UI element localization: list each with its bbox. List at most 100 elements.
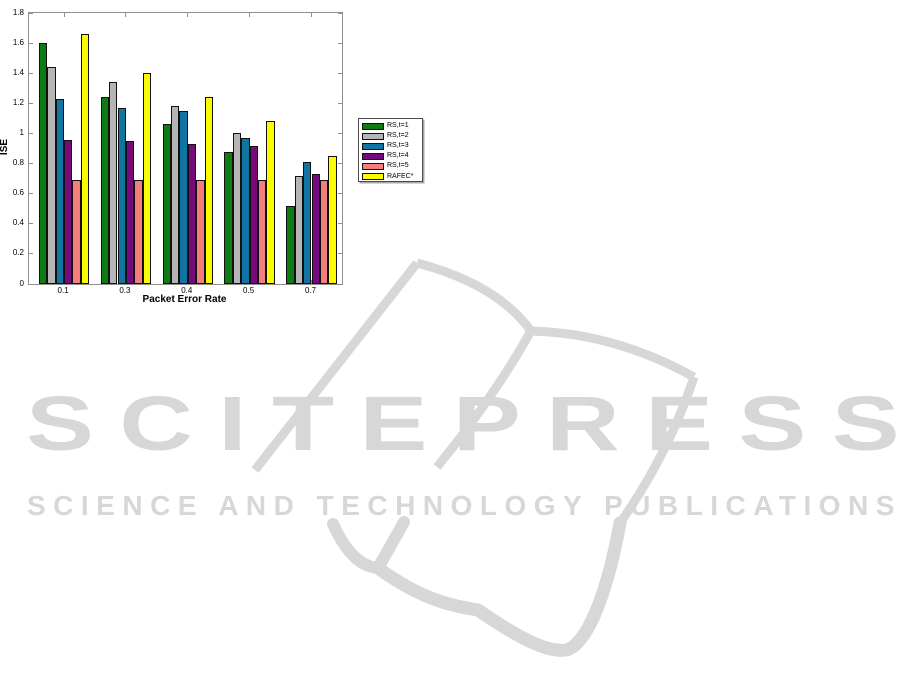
y-tick-mark <box>338 12 342 14</box>
legend-entry: RS,t=1 <box>362 121 422 131</box>
legend-entry: RS,t=3 <box>362 141 422 151</box>
bar <box>162 124 171 284</box>
legend: RS,t=1 RS,t=2 RS,t=3 RS,t=4 RS,t=5 RAFEC* <box>358 118 423 182</box>
bar <box>38 43 48 284</box>
bar <box>266 121 275 284</box>
bar <box>72 180 81 284</box>
x-tick-mark <box>311 13 312 17</box>
y-tick-mark <box>338 253 342 255</box>
x-tick-label: 0.7 <box>304 286 317 295</box>
y-tick-label: 1.8 <box>12 7 24 17</box>
bar <box>47 67 56 284</box>
bar <box>142 73 152 284</box>
y-tick-label: 1.2 <box>12 97 24 107</box>
bar <box>286 205 295 284</box>
bar <box>196 180 205 284</box>
y-tick-mark <box>29 12 33 14</box>
y-tick-mark <box>338 42 342 44</box>
y-tick-mark <box>338 132 342 134</box>
bar <box>125 141 135 284</box>
x-tick-mark <box>63 13 65 17</box>
legend-swatch <box>362 122 384 130</box>
bar <box>224 151 233 284</box>
y-tick-label: 0.4 <box>12 218 24 228</box>
watermark-subtitle: SCIENCE AND TECHNOLOGY PUBLICATIONS <box>27 490 902 521</box>
bar-chart-figure: ISE 0 0.2 0.4 0.6 0.8 1 1.2 1.4 1.6 1.8 0.1 0.3 0.4 0… <box>0 0 440 315</box>
y-tick-label: 1 <box>19 127 24 137</box>
y-tick-mark <box>29 253 33 255</box>
plot-area <box>28 12 343 285</box>
book-left-page-top <box>415 258 535 334</box>
x-tick-label: 0.1 <box>57 286 69 295</box>
legend-entry: RS,t=5 <box>362 161 422 171</box>
y-tick-mark <box>29 42 33 44</box>
bar <box>319 180 329 284</box>
legend-swatch <box>362 132 384 140</box>
y-tick-mark <box>29 102 33 104</box>
bar <box>134 180 143 284</box>
bar <box>171 106 180 284</box>
y-tick-mark <box>338 163 342 165</box>
x-axis-title: Packet Error Rate <box>142 294 227 305</box>
bar <box>258 180 267 284</box>
x-tick-mark <box>249 13 251 17</box>
bar <box>311 174 320 284</box>
bar <box>249 145 258 284</box>
book-right-page-top <box>530 326 697 381</box>
y-tick-mark <box>29 163 33 165</box>
y-tick-label: 0.2 <box>12 248 24 258</box>
bar <box>80 34 90 284</box>
y-tick-mark <box>29 223 33 225</box>
legend-entry: RAFEC* <box>362 171 422 181</box>
x-tick-label: 0.3 <box>119 286 131 295</box>
y-tick-label: 1.6 <box>12 37 24 47</box>
bar <box>109 82 118 284</box>
y-tick-mark <box>29 283 33 285</box>
legend-swatch <box>362 162 384 170</box>
watermark-title: SCITEPRESS <box>26 381 915 467</box>
y-tick-mark <box>29 193 33 195</box>
legend-swatch <box>362 173 384 181</box>
bar <box>303 162 312 284</box>
y-tick-mark <box>338 72 342 74</box>
bar <box>117 107 126 284</box>
x-tick-label: 0.5 <box>243 286 255 295</box>
y-tick-label: 0 <box>19 278 24 288</box>
book-left-edge <box>251 260 421 473</box>
y-tick-label: 0.8 <box>12 158 24 168</box>
book-bottom-left-check <box>327 518 384 574</box>
y-tick-label: 0.6 <box>12 188 24 198</box>
y-tick-mark <box>29 132 33 134</box>
legend-entry-label: RS,t=4 <box>387 152 409 160</box>
legend-entry: RS,t=4 <box>362 151 422 161</box>
bar <box>55 98 64 284</box>
legend-entry: RS,t=2 <box>362 131 422 141</box>
y-tick-label: 1.4 <box>12 67 24 77</box>
legend-entry-label: RS,t=2 <box>387 132 409 140</box>
x-tick-mark <box>125 13 127 17</box>
bar <box>294 175 304 284</box>
book-bottom-left-slash <box>372 516 410 574</box>
legend-entry-label: RS,t=3 <box>387 142 409 150</box>
bar <box>241 138 250 284</box>
y-tick-mark <box>338 283 342 285</box>
bar <box>328 156 337 284</box>
legend-entry-label: RS,t=1 <box>387 122 409 130</box>
bar <box>232 133 242 284</box>
legend-entry-label: RS,t=5 <box>387 162 409 170</box>
y-tick-mark <box>338 102 342 104</box>
bar <box>64 139 73 284</box>
legend-swatch <box>362 142 384 150</box>
book-spine-fold <box>433 328 535 470</box>
y-tick-mark <box>338 223 342 225</box>
book-bottom-wave <box>371 516 627 657</box>
legend-entry-label: RAFEC* <box>387 172 414 180</box>
bar <box>179 110 188 284</box>
y-tick-mark <box>29 72 33 74</box>
y-tick-mark <box>338 193 342 195</box>
bar <box>187 144 197 284</box>
bar <box>204 97 213 284</box>
x-tick-label: 0.4 <box>181 286 193 295</box>
